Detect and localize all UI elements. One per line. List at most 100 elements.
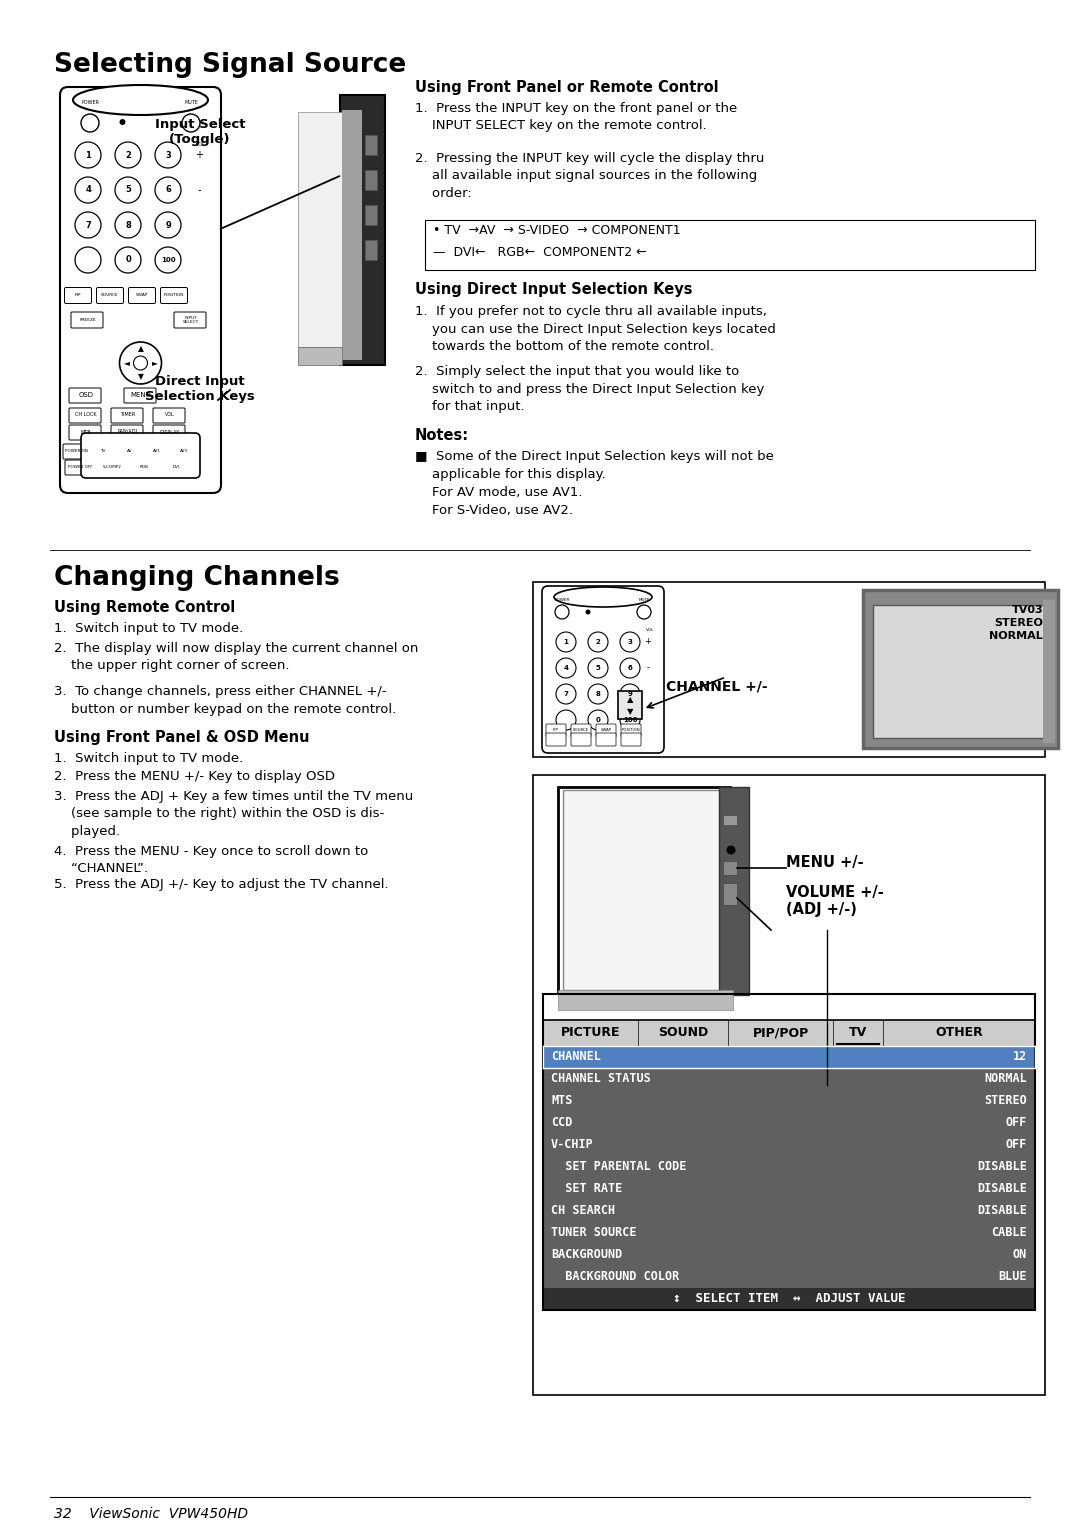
Text: ▼: ▼ — [626, 707, 633, 717]
Bar — [618, 691, 642, 720]
Text: 7: 7 — [85, 220, 91, 229]
Text: 32    ViewSonic  VPW450HD: 32 ViewSonic VPW450HD — [54, 1507, 248, 1520]
Text: CCD: CCD — [551, 1117, 572, 1129]
Circle shape — [75, 248, 102, 274]
FancyBboxPatch shape — [171, 445, 195, 458]
Bar — [543, 1288, 1035, 1309]
Text: 5.  Press the ADJ +/- Key to adjust the TV channel.: 5. Press the ADJ +/- Key to adjust the T… — [54, 879, 389, 891]
FancyBboxPatch shape — [69, 425, 102, 440]
FancyBboxPatch shape — [571, 733, 591, 746]
FancyBboxPatch shape — [96, 287, 123, 304]
Circle shape — [588, 685, 608, 704]
Text: Changing Channels: Changing Channels — [54, 565, 340, 591]
Bar — [534, 582, 1045, 756]
Bar — [365, 205, 377, 225]
Text: 3.  Press the ADJ + Key a few times until the TV menu
    (see sample to the rig: 3. Press the ADJ + Key a few times until… — [54, 790, 414, 837]
Text: MENU +/-: MENU +/- — [786, 856, 864, 869]
Text: POSITION: POSITION — [164, 293, 185, 296]
Text: 2.  The display will now display the current channel on
    the upper right corn: 2. The display will now display the curr… — [54, 642, 418, 672]
FancyBboxPatch shape — [129, 287, 156, 304]
Circle shape — [183, 115, 200, 131]
Text: AV: AV — [127, 449, 133, 452]
Text: ON: ON — [1013, 1248, 1027, 1262]
Text: 8: 8 — [595, 691, 600, 697]
Text: DVI: DVI — [173, 465, 179, 469]
FancyBboxPatch shape — [144, 445, 168, 458]
Ellipse shape — [554, 587, 652, 607]
FancyBboxPatch shape — [596, 733, 616, 746]
Bar — [563, 790, 723, 990]
Text: 2.  Simply select the input that you would like to
    switch to and press the D: 2. Simply select the input that you woul… — [415, 365, 765, 413]
Circle shape — [556, 659, 576, 678]
FancyBboxPatch shape — [111, 425, 143, 440]
Text: VOLUME +/-
(ADJ +/-): VOLUME +/- (ADJ +/-) — [786, 885, 883, 917]
Text: Input Select
(Toggle): Input Select (Toggle) — [154, 118, 245, 147]
Text: SOURCE: SOURCE — [572, 727, 589, 732]
Text: PICTURE: PICTURE — [561, 1027, 620, 1039]
Text: ▼: ▼ — [137, 373, 144, 382]
Text: INPUT
SELECT: INPUT SELECT — [183, 316, 199, 324]
FancyBboxPatch shape — [129, 460, 157, 475]
Bar — [873, 605, 1048, 738]
Ellipse shape — [73, 86, 208, 115]
Text: MUTE: MUTE — [184, 101, 198, 105]
Circle shape — [620, 685, 640, 704]
Text: 3: 3 — [165, 150, 171, 159]
FancyBboxPatch shape — [161, 460, 189, 475]
Bar — [543, 1068, 1035, 1089]
Text: 5: 5 — [125, 185, 131, 194]
Bar — [543, 1089, 1035, 1112]
FancyBboxPatch shape — [111, 408, 143, 423]
Text: OFF: OFF — [1005, 1117, 1027, 1129]
Text: 2: 2 — [125, 150, 131, 159]
Text: POSITION: POSITION — [622, 727, 640, 732]
Text: POWER OFF: POWER OFF — [68, 465, 92, 469]
FancyBboxPatch shape — [97, 460, 125, 475]
Text: 1.  If you prefer not to cycle thru all available inputs,
    you can use the Di: 1. If you prefer not to cycle thru all a… — [415, 306, 775, 353]
Text: POWER ON: POWER ON — [65, 449, 87, 452]
Text: MUTE: MUTE — [638, 597, 650, 602]
Circle shape — [75, 142, 102, 168]
Text: AV3: AV3 — [180, 449, 188, 452]
Text: 0: 0 — [595, 717, 600, 723]
Bar — [298, 112, 342, 347]
Text: ▲: ▲ — [626, 695, 633, 704]
Circle shape — [620, 633, 640, 652]
Text: 6: 6 — [627, 665, 633, 671]
FancyBboxPatch shape — [161, 287, 188, 304]
Text: 0: 0 — [125, 255, 131, 264]
Bar — [365, 170, 377, 189]
Circle shape — [114, 177, 141, 203]
Text: Using Direct Input Selection Keys: Using Direct Input Selection Keys — [415, 283, 692, 296]
Circle shape — [120, 119, 125, 125]
Bar — [543, 1178, 1035, 1199]
Text: 4.  Press the MENU - Key once to scroll down to
    “CHANNEL”.: 4. Press the MENU - Key once to scroll d… — [54, 845, 368, 876]
Circle shape — [588, 633, 608, 652]
Text: RGB: RGB — [139, 465, 149, 469]
Bar — [723, 883, 737, 905]
FancyBboxPatch shape — [71, 312, 103, 329]
Text: TV: TV — [100, 449, 106, 452]
Bar — [543, 1112, 1035, 1134]
Text: Using Front Panel or Remote Control: Using Front Panel or Remote Control — [415, 79, 718, 95]
Text: CHANNEL STATUS: CHANNEL STATUS — [551, 1073, 651, 1085]
FancyBboxPatch shape — [65, 287, 92, 304]
FancyBboxPatch shape — [153, 408, 185, 423]
Text: VOL: VOL — [197, 142, 206, 148]
FancyBboxPatch shape — [81, 432, 200, 478]
FancyBboxPatch shape — [60, 87, 221, 494]
Circle shape — [637, 605, 651, 619]
Text: POWER: POWER — [81, 101, 99, 105]
Text: 5: 5 — [596, 665, 600, 671]
Text: PIP: PIP — [75, 293, 81, 296]
Bar — [543, 1047, 1035, 1068]
Text: 2.  Pressing the INPUT key will cycle the display thru
    all available input s: 2. Pressing the INPUT key will cycle the… — [415, 151, 765, 200]
Bar — [543, 1199, 1035, 1222]
Bar — [298, 347, 342, 365]
Text: BACKGROUND: BACKGROUND — [551, 1248, 622, 1262]
Text: 3: 3 — [627, 639, 633, 645]
Circle shape — [727, 845, 735, 854]
Text: ■  Some of the Direct Input Selection keys will not be
    applicable for this d: ■ Some of the Direct Input Selection key… — [415, 451, 774, 516]
Circle shape — [114, 212, 141, 238]
FancyBboxPatch shape — [546, 724, 566, 736]
